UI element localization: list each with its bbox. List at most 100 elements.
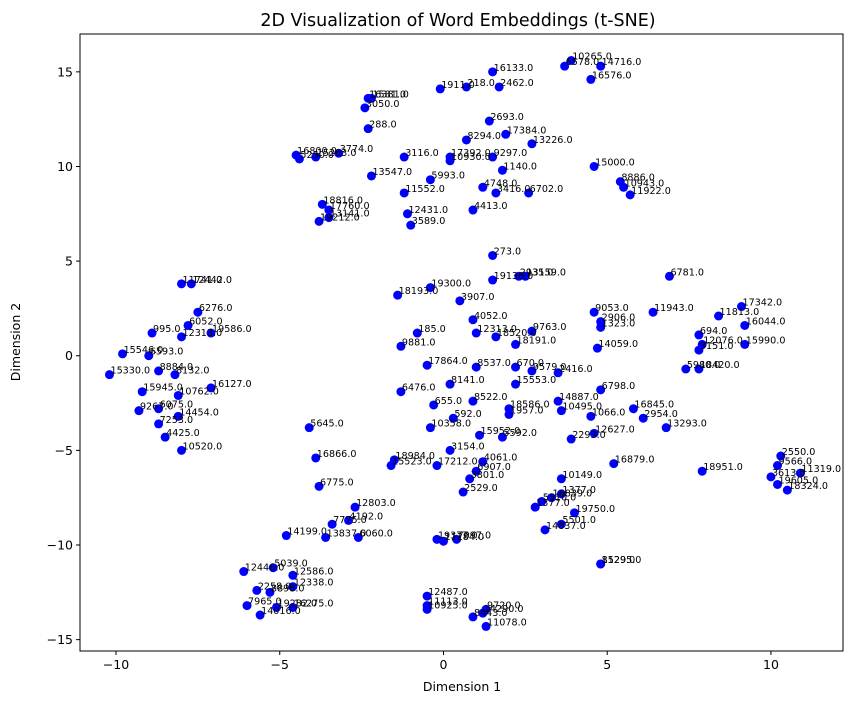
point-label: 15553.0	[517, 375, 557, 386]
data-point	[478, 182, 488, 192]
data-point	[468, 396, 478, 406]
data-point	[304, 423, 314, 433]
data-point	[294, 154, 304, 164]
y-tick-label: 0	[65, 348, 73, 363]
point-label: 13159.0	[526, 267, 566, 278]
data-point	[445, 445, 455, 455]
point-label: 14837.0	[546, 521, 586, 532]
data-point	[773, 479, 783, 489]
point-label: 4061.0	[484, 453, 518, 464]
data-point	[288, 582, 298, 592]
point-label: 1957.0	[510, 405, 544, 416]
point-label: 6775.0	[320, 477, 354, 488]
point-label: 17342.0	[742, 298, 782, 309]
data-point	[776, 451, 786, 461]
data-point	[681, 364, 691, 374]
point-label: 3613.0	[772, 468, 806, 479]
data-point	[569, 508, 579, 518]
point-label: 15000.0	[595, 157, 635, 168]
x-tick-label: 5	[603, 657, 611, 672]
data-point	[386, 461, 396, 471]
data-point	[154, 404, 164, 414]
data-point	[694, 364, 704, 374]
point-label: 9267.0	[140, 402, 174, 413]
data-point	[664, 271, 674, 281]
data-point	[497, 165, 507, 175]
data-point	[452, 534, 462, 544]
point-label: 694.0	[700, 326, 727, 337]
data-point	[147, 328, 157, 338]
data-point	[448, 413, 458, 423]
data-point	[183, 320, 193, 330]
data-point	[468, 612, 478, 622]
point-label: 4748.0	[484, 178, 518, 189]
data-point	[694, 330, 704, 340]
point-label: 16800.0	[297, 146, 337, 157]
data-point	[425, 423, 435, 433]
data-point	[475, 430, 485, 440]
point-label: 2416.0	[559, 364, 593, 375]
data-point	[511, 339, 521, 349]
data-point	[556, 519, 566, 529]
point-label: 3907.0	[461, 292, 495, 303]
point-label: 19586.0	[212, 324, 252, 335]
data-point	[317, 199, 327, 209]
data-point	[396, 387, 406, 397]
data-point	[497, 432, 507, 442]
data-point	[206, 383, 216, 393]
point-label: 6593.0	[150, 347, 184, 358]
data-point	[520, 271, 530, 281]
data-point	[288, 570, 298, 580]
point-label: 19282.0	[277, 598, 317, 609]
point-label: 18586.0	[510, 400, 550, 411]
point-label: 15990.0	[746, 335, 786, 346]
data-point	[137, 387, 147, 397]
data-point	[589, 307, 599, 317]
point-label: 6907.0	[477, 462, 511, 473]
data-point	[488, 152, 498, 162]
point-label: 2954.0	[644, 409, 678, 420]
data-point	[484, 116, 494, 126]
data-point	[511, 362, 521, 372]
point-label: 6476.0	[402, 383, 436, 394]
point-label: 4052.0	[474, 311, 508, 322]
point-label: 16044.0	[746, 316, 786, 327]
data-point	[458, 487, 468, 497]
data-point	[327, 519, 337, 529]
data-point	[206, 328, 216, 338]
data-point	[481, 621, 491, 631]
data-point	[566, 434, 576, 444]
point-label: 10149.0	[562, 470, 602, 481]
data-point	[281, 531, 291, 541]
point-label: 5592.0	[503, 428, 537, 439]
data-point	[773, 461, 783, 471]
data-point	[311, 453, 321, 463]
data-point	[494, 82, 504, 92]
point-label: 2906.0	[602, 313, 636, 324]
point-label: 12313.0	[477, 324, 517, 335]
data-point	[524, 188, 534, 198]
data-point	[425, 283, 435, 293]
point-label: 6798.0	[602, 381, 636, 392]
point-label: 8898.0	[271, 583, 305, 594]
data-point	[350, 502, 360, 512]
point-label: 995.0	[153, 324, 180, 335]
point-label: 4413.0	[474, 201, 508, 212]
data-point	[619, 182, 629, 192]
y-tick-label: 10	[57, 159, 73, 174]
point-label: 273.0	[494, 246, 521, 257]
data-point	[465, 474, 475, 484]
point-label: 12442.0	[192, 275, 232, 286]
point-label: 2935.0	[520, 267, 554, 278]
data-point	[556, 406, 566, 416]
point-label: 10265.0	[572, 51, 612, 62]
data-point	[118, 349, 128, 359]
data-point	[324, 205, 334, 215]
point-label: 18816.0	[323, 195, 363, 206]
data-point	[530, 502, 540, 512]
chart-title: 2D Visualization of Word Embeddings (t-S…	[260, 11, 655, 31]
data-point	[596, 322, 606, 332]
data-points	[104, 55, 805, 631]
data-point	[795, 468, 805, 478]
data-point	[638, 413, 648, 423]
